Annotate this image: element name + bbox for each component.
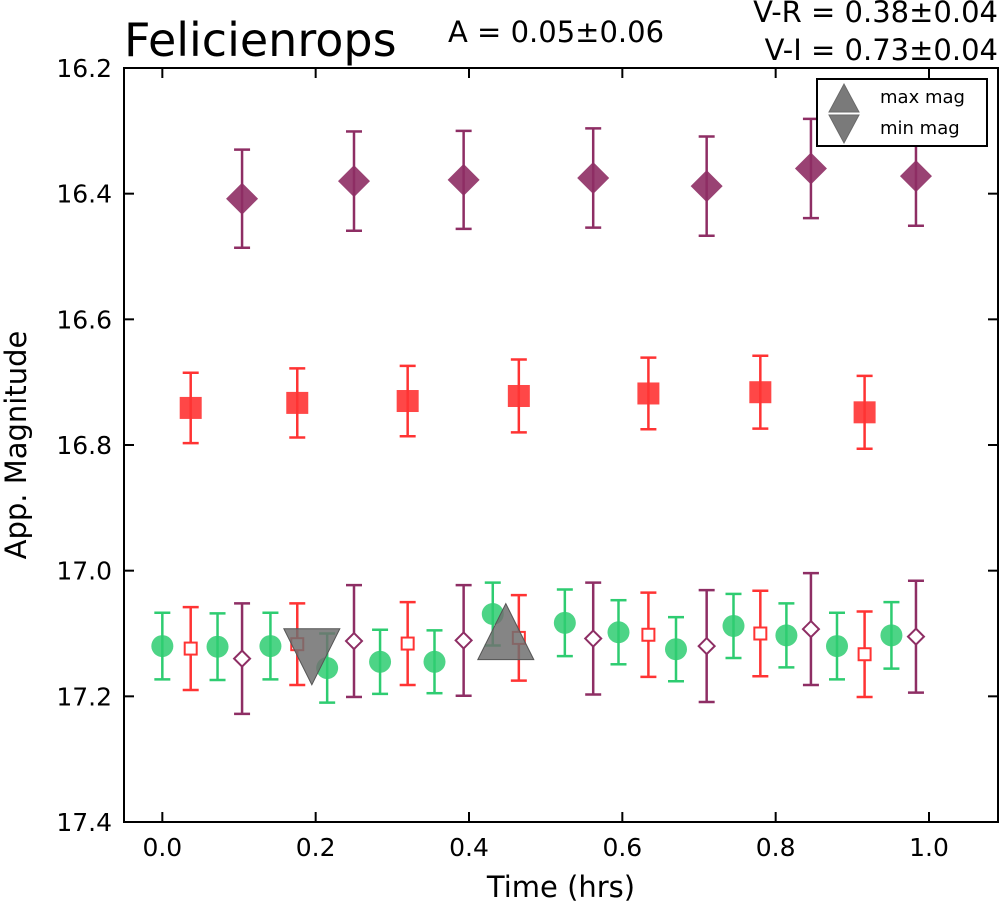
x-tick-label: 0.8 (756, 833, 796, 862)
data-point-circle (826, 635, 848, 658)
data-point-open-diamond (344, 631, 364, 651)
data-point-circle (259, 635, 282, 658)
y-tick-label: 16.4 (56, 180, 112, 209)
data-point-square (179, 396, 202, 419)
x-tick-label: 0.0 (142, 833, 182, 862)
data-point-circle (722, 614, 745, 637)
y-tick-label: 17.4 (56, 808, 112, 837)
amplitude-label: A = 0.05±0.06 (448, 15, 664, 49)
legend-label-min-mag: min mag (880, 118, 960, 139)
data-point-circle (206, 635, 229, 658)
extrema-markers (283, 602, 535, 686)
y-tick-label: 16.8 (56, 431, 112, 460)
data-point-circle (607, 621, 630, 644)
data-point-open-diamond (906, 627, 926, 647)
data-point-circle (151, 635, 174, 658)
data-point-circle (553, 611, 576, 634)
y-tick-label: 17.0 (56, 557, 112, 586)
data-point-open-diamond (583, 629, 603, 648)
y-tick-label: 17.2 (56, 682, 112, 711)
data-point-open-square (183, 641, 198, 656)
data-point-circle (775, 624, 798, 647)
data-point-diamond (577, 161, 610, 194)
data-point-square (507, 384, 530, 407)
x-tick-label: 0.6 (602, 833, 642, 862)
data-point-square (286, 391, 309, 414)
min-mag-legend-icon (828, 114, 860, 145)
data-point-diamond (338, 165, 370, 198)
data-point-circle (665, 638, 687, 661)
data-point-open-diamond (454, 630, 474, 650)
y-tick-label: 16.2 (56, 54, 112, 83)
data-point-circle (423, 650, 446, 673)
y-tick-label: 16.6 (56, 305, 112, 334)
series-r-shifted-by-v-r (182, 589, 873, 699)
data-point-diamond (226, 182, 259, 215)
legend-label-max-mag: max mag (880, 87, 965, 108)
data-point-open-square (641, 627, 656, 642)
data-point-diamond (690, 170, 723, 203)
data-point-circle (369, 650, 392, 673)
data-point-open-diamond (232, 649, 252, 669)
series-r (179, 354, 876, 451)
x-axis-label: Time (hrs) (486, 870, 635, 904)
min-mag-marker (283, 628, 341, 686)
y-axis-label: App. Magnitude (0, 331, 33, 560)
data-point-square (853, 401, 876, 424)
color-index-v-r: V-R = 0.38±0.04 (753, 0, 998, 29)
color-index-v-i: V-I = 0.73±0.04 (765, 33, 998, 67)
data-point-square (637, 382, 660, 405)
data-point-open-square (400, 636, 415, 651)
legend: max mag min mag (816, 78, 988, 147)
data-point-circle (880, 624, 903, 647)
series-v (151, 581, 903, 704)
max-mag-marker (476, 602, 535, 661)
data-point-diamond (794, 152, 827, 185)
series-i-shifted-by-v-i (232, 571, 926, 716)
plot-frame (123, 67, 999, 823)
axis-ticks-layer: 0.0 0.2 0.4 0.6 0.8 1.0 16.2 16.4 16.6 16.8 17.0 17… (56, 54, 998, 862)
data-series-layer (151, 117, 932, 716)
data-point-square (396, 390, 419, 413)
max-mag-legend-icon (828, 82, 860, 113)
data-point-diamond (447, 163, 480, 196)
data-point-open-diamond (697, 636, 717, 656)
series-i (226, 117, 932, 249)
x-tick-label: 0.2 (296, 833, 336, 862)
data-point-square (749, 381, 772, 404)
x-tick-label: 0.4 (449, 833, 489, 862)
x-tick-label: 1.0 (909, 833, 949, 862)
data-point-open-square (857, 647, 872, 662)
chart-title: Felicienrops (124, 13, 397, 67)
data-point-open-diamond (801, 619, 821, 639)
data-point-diamond (899, 160, 932, 193)
data-point-open-square (753, 626, 768, 641)
